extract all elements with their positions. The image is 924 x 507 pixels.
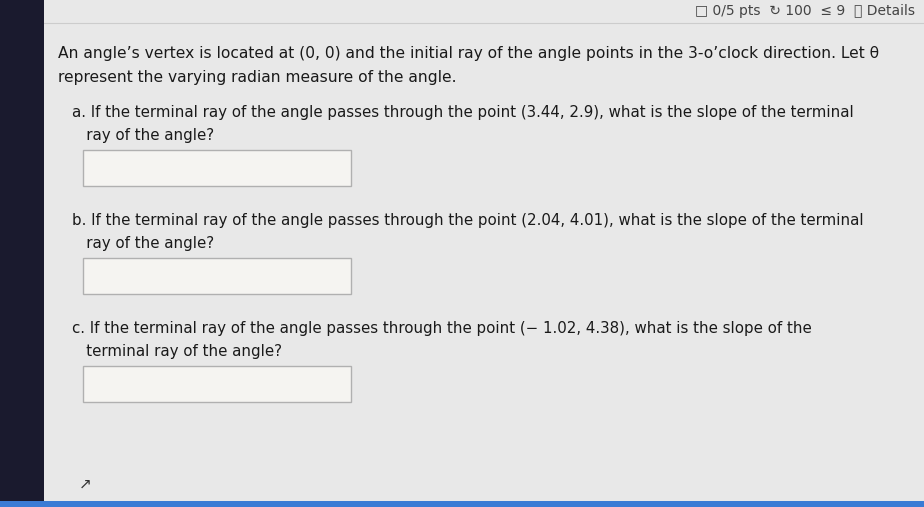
Text: An angle’s vertex is located at (0, 0) and the initial ray of the angle points i: An angle’s vertex is located at (0, 0) a… bbox=[58, 46, 880, 61]
Text: b. If the terminal ray of the angle passes through the point (2.04, 4.01), what : b. If the terminal ray of the angle pass… bbox=[72, 213, 864, 228]
FancyBboxPatch shape bbox=[83, 258, 351, 294]
Text: c. If the terminal ray of the angle passes through the point (− 1.02, 4.38), wha: c. If the terminal ray of the angle pass… bbox=[72, 321, 812, 336]
Bar bbox=[0, 0, 44, 507]
Text: a. If the terminal ray of the angle passes through the point (3.44, 2.9), what i: a. If the terminal ray of the angle pass… bbox=[72, 105, 854, 120]
Text: terminal ray of the angle?: terminal ray of the angle? bbox=[72, 344, 282, 359]
Text: ray of the angle?: ray of the angle? bbox=[72, 236, 214, 251]
Text: ↗: ↗ bbox=[79, 477, 91, 492]
Bar bbox=[0, 501, 924, 507]
FancyBboxPatch shape bbox=[83, 366, 351, 402]
Text: □ 0/5 pts  ↻ 100  ≤ 9  ⓘ Details: □ 0/5 pts ↻ 100 ≤ 9 ⓘ Details bbox=[695, 4, 915, 18]
FancyBboxPatch shape bbox=[83, 150, 351, 186]
Text: represent the varying radian measure of the angle.: represent the varying radian measure of … bbox=[58, 69, 456, 85]
Text: ray of the angle?: ray of the angle? bbox=[72, 128, 214, 143]
